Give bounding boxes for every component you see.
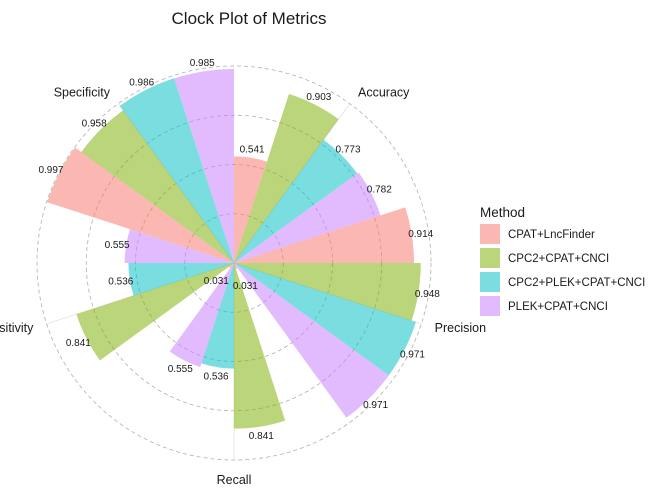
bar-sensitivity-cpat-lncfinder: [229, 263, 234, 268]
bar-specificity-cpat-lncfinder: [47, 147, 234, 263]
bar-recall-cpc2-plek-cpat-cnci: [201, 263, 234, 369]
bar-sensitivity-cpc2-plek-cpat-cnci: [128, 263, 234, 296]
bar-specificity-cpc2-cpat-cnci: [81, 110, 234, 263]
bar-accuracy-cpc2-plek-cpat-cnci: [234, 139, 358, 263]
bar-precision-plek-cpat-cnci: [234, 263, 389, 418]
value-label-specificity-cpc2-cpat-cnci: 0.958: [82, 119, 107, 130]
bar-accuracy-plek-cpat-cnci: [234, 172, 381, 263]
value-label-specificity-plek-cpat-cnci: 0.985: [190, 58, 215, 69]
bar-recall-plek-cpat-cnci: [169, 263, 234, 367]
value-label-accuracy-cpc2-cpat-cnci: 0.903: [306, 92, 331, 103]
category-label-accuracy: Accuracy: [358, 85, 410, 99]
value-label-precision-cpc2-cpat-cnci: 0.948: [415, 289, 440, 300]
value-label-accuracy-plek-cpat-cnci: 0.782: [367, 184, 392, 195]
legend-swatch-cpc2-plek-cpat-cnci: [480, 272, 500, 292]
value-label-specificity-cpc2-plek-cpat-cnci: 0.986: [129, 77, 154, 88]
bar-recall-cpc2-cpat-cnci: [234, 263, 286, 429]
value-label-recall-cpat-lncfinder: 0.031: [233, 281, 258, 292]
bars: [47, 68, 421, 429]
bar-specificity-cpc2-plek-cpat-cnci: [119, 78, 234, 263]
bar-specificity-plek-cpat-cnci: [174, 68, 234, 263]
category-label-recall: Recall: [217, 473, 252, 487]
value-label-sensitivity-plek-cpat-cnci: 0.555: [105, 240, 130, 251]
value-label-specificity-cpat-lncfinder: 0.997: [38, 165, 63, 176]
bar-precision-cpc2-cpat-cnci: [234, 263, 421, 321]
legend: Method CPAT+LncFinder CPC2+CPAT+CNCI CPC2+…: [480, 205, 645, 316]
bar-precision-cpc2-plek-cpat-cnci: [234, 263, 416, 376]
category-label-specificity: Specificity: [54, 85, 111, 99]
bar-accuracy-cpc2-cpat-cnci: [234, 93, 339, 263]
value-labels: 0.541 0.903 0.773 0.782 0.914 0.948 0.971 0.971…: [38, 58, 440, 442]
category-labels: Accuracy Precision Recall Sensitivity Specif…: [0, 85, 486, 487]
bar-recall-cpat-lncfinder: [234, 263, 238, 269]
bar-sensitivity-plek-cpat-cnci: [124, 229, 234, 263]
category-label-sensitivity: Sensitivity: [0, 321, 34, 335]
value-label-recall-cpc2-cpat-cnci: 0.841: [249, 431, 274, 442]
legend-label-plek-cpat-cnci: PLEK+CPAT+CNCI: [508, 301, 608, 313]
value-label-sensitivity-cpc2-cpat-cnci: 0.841: [66, 338, 91, 349]
bar-precision-cpat-lncfinder: [234, 207, 415, 263]
legend-swatch-cpat-lncfinder: [480, 224, 500, 244]
value-label-accuracy-cpc2-plek-cpat-cnci: 0.773: [336, 144, 361, 155]
category-label-precision: Precision: [435, 321, 486, 335]
value-label-accuracy-cpat-lncfinder: 0.541: [240, 144, 265, 155]
legend-label-cpat-lncfinder: CPAT+LncFinder: [508, 229, 595, 241]
value-label-sensitivity-cpat-lncfinder: 0.031: [204, 276, 229, 287]
legend-label-cpc2-plek-cpat-cnci: CPC2+PLEK+CPAT+CNCI: [508, 277, 645, 289]
bar-accuracy-cpat-lncfinder: [234, 156, 267, 263]
legend-swatch-plek-cpat-cnci: [480, 296, 500, 316]
legend-label-cpc2-cpat-cnci: CPC2+CPAT+CNCI: [508, 253, 609, 265]
legend-swatch-cpc2-cpat-cnci: [480, 248, 500, 268]
chart-title: Clock Plot of Metrics: [172, 9, 327, 28]
value-label-precision-cpc2-plek-cpat-cnci: 0.971: [400, 349, 425, 360]
value-label-recall-cpc2-plek-cpat-cnci: 0.536: [204, 372, 229, 383]
bar-sensitivity-cpc2-cpat-cnci: [76, 263, 234, 361]
value-label-sensitivity-cpc2-plek-cpat-cnci: 0.536: [108, 276, 133, 287]
value-label-precision-plek-cpat-cnci: 0.971: [363, 400, 388, 411]
value-label-recall-plek-cpat-cnci: 0.555: [168, 364, 193, 375]
legend-title: Method: [480, 205, 525, 220]
value-label-precision-cpat-lncfinder: 0.914: [408, 229, 433, 240]
